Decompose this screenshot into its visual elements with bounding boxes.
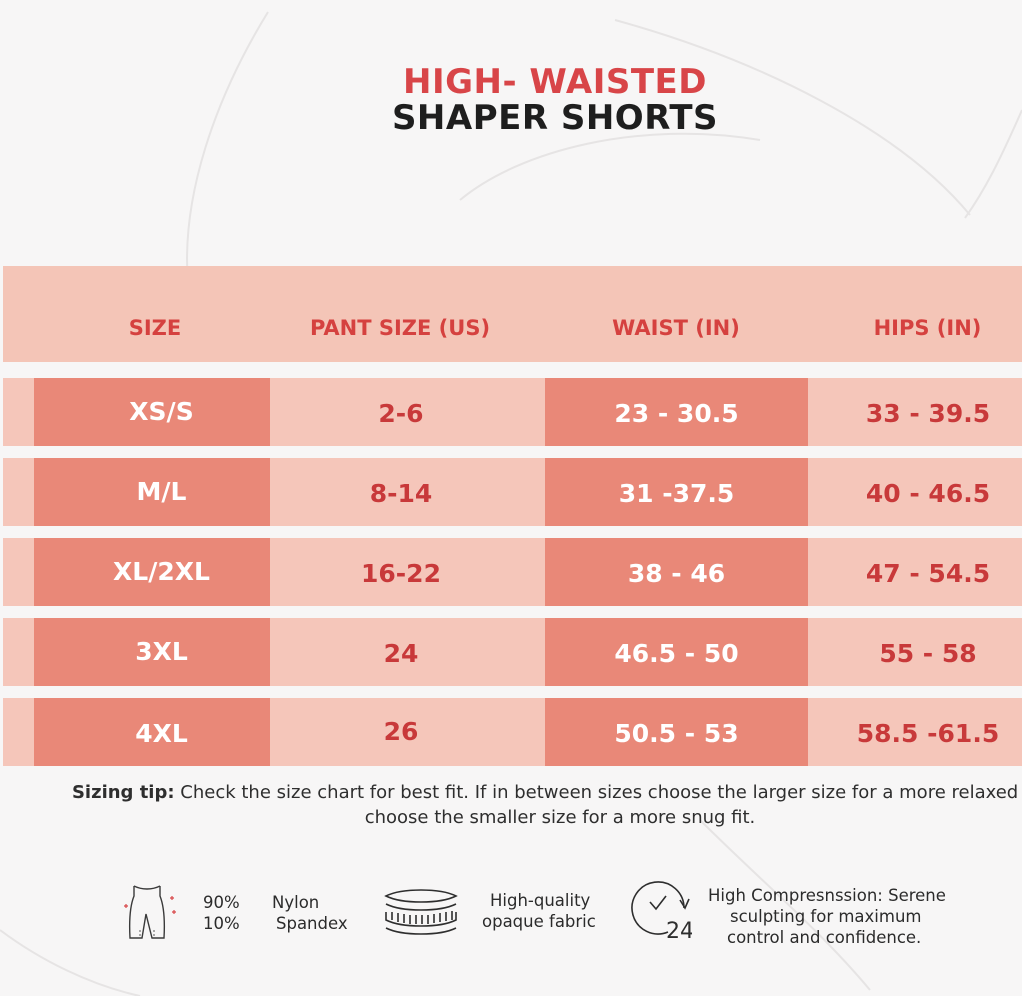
header-size: SIZE (128, 316, 182, 340)
cell-waist: 50.5 - 53 (614, 719, 739, 748)
cell-waist: 23 - 30.5 (614, 399, 739, 428)
material-pct-1: 90% (203, 893, 240, 912)
material-pct-2: 10% (203, 914, 240, 933)
row-waist-bg (545, 458, 808, 526)
row-size-bg (34, 378, 270, 446)
table-header-band (3, 266, 1022, 362)
cell-size: XS/S (129, 397, 194, 426)
header-waist: WAIST (IN) (612, 316, 740, 340)
row-size-bg (34, 698, 270, 766)
sizing-tip-text: Check the size chart for best fit. If in… (174, 782, 1022, 828)
title-line-2: SHAPER SHORTS (391, 98, 719, 138)
cell-hips: 55 - 58 (879, 639, 977, 668)
row-waist-bg (545, 538, 808, 606)
cell-pant-size: 24 (383, 639, 419, 668)
clock-24-icon: 24 (631, 881, 692, 942)
cell-pant-size: 26 (383, 717, 419, 746)
fabric-line-2: opaque fabric (482, 912, 596, 931)
cell-size: XL/2XL (113, 557, 210, 586)
row-size-bg (34, 458, 270, 526)
sizing-tip-label: Sizing tip: (71, 782, 175, 803)
header-hips: HIPS (IN) (873, 316, 982, 340)
shorts-icon (124, 885, 176, 939)
clock-24-label: 24 (666, 919, 692, 942)
cell-hips: 47 - 54.5 (865, 559, 991, 588)
cell-size: 4XL (135, 719, 188, 748)
cell-pant-size: 8-14 (369, 479, 433, 508)
compression-line-3: control and confidence. (727, 928, 922, 947)
cell-size: M/L (136, 477, 187, 506)
fabric-layers-icon (384, 889, 458, 935)
title-line-1: HIGH- WAISTED (403, 62, 707, 102)
row-waist-bg (545, 378, 808, 446)
fabric-line-1: High-quality (490, 891, 591, 910)
cell-waist: 46.5 - 50 (614, 639, 739, 668)
cell-hips: 33 - 39.5 (865, 399, 991, 428)
row-size-bg (34, 618, 270, 686)
cell-waist: 38 - 46 (627, 559, 726, 588)
row-size-bg (34, 538, 270, 606)
row-waist-bg (545, 698, 808, 766)
cell-pant-size: 16-22 (361, 559, 441, 588)
cell-waist: 31 -37.5 (618, 479, 735, 508)
compression-line-1: High Compresnssion: Serene (708, 886, 946, 905)
header-pant-size: PANT SIZE (US) (309, 316, 491, 340)
cell-pant-size: 2-6 (378, 399, 424, 428)
material-name-1: Nylon (272, 893, 320, 912)
cell-size: 3XL (135, 637, 188, 666)
material-name-2: Spandex (276, 914, 348, 933)
sizing-tip: Sizing tip: Check the size chart for bes… (60, 780, 1022, 830)
row-waist-bg (545, 618, 808, 686)
cell-hips: 40 - 46.5 (865, 479, 991, 508)
cell-hips: 58.5 -61.5 (856, 719, 1000, 748)
compression-line-2: sculpting for maximum (730, 907, 922, 926)
